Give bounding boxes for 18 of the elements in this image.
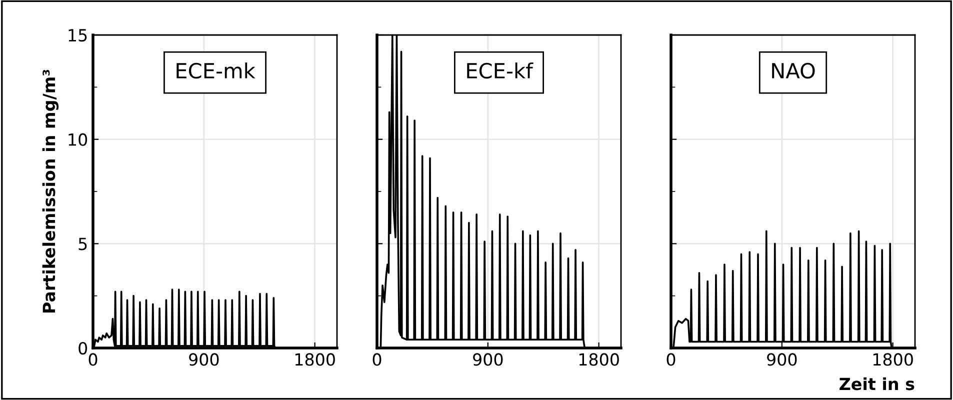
x-tick-label: 1800 [873,353,913,366]
x-axis-title: Zeit in s [840,377,914,390]
y-axis-title: Partikelemission in mg/m³ [42,70,59,313]
x-tick-label: 900 [189,353,219,366]
y-tick-label: 10 [68,133,88,146]
annotation: ECE-mk [176,62,256,79]
x-tick-label: 1800 [579,353,619,366]
x-tick-label: 0 [88,353,98,366]
y-tick-label: 15 [68,29,87,42]
annotation: NAO [772,62,815,79]
x-tick-label: 0 [666,353,676,366]
x-tick-label: 0 [372,353,382,366]
x-tick-label: 900 [473,353,503,366]
x-tick-label: 900 [767,353,797,366]
y-tick-label: 0 [78,342,88,355]
y-tick-label: 5 [78,238,87,250]
annotation: ECE-kf [467,62,534,79]
x-tick-label: 1800 [295,353,335,366]
